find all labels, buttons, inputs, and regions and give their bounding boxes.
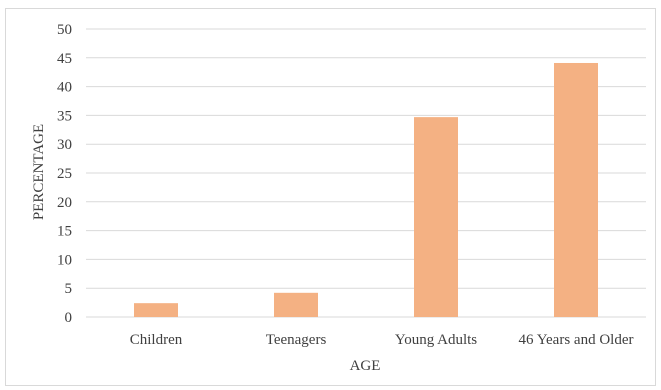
x-tick-label: Teenagers <box>266 332 327 348</box>
bar-teenagers <box>274 292 318 317</box>
y-tick-label: 5 <box>65 281 73 297</box>
y-tick-label: 45 <box>57 51 72 67</box>
y-tick-label: 0 <box>65 310 73 326</box>
y-tick-label: 10 <box>57 252 72 268</box>
y-tick-label: 30 <box>57 137 72 153</box>
x-tick-label: 46 Years and Older <box>519 332 634 348</box>
bar-46-years-and-older <box>554 62 598 317</box>
gridlines <box>86 28 646 318</box>
y-tick-label: 15 <box>57 224 72 240</box>
y-tick-label: 25 <box>57 166 72 182</box>
y-tick-label: 35 <box>57 108 72 124</box>
y-tick-labels: 0 5 10 15 20 25 30 35 40 45 50 <box>57 22 72 326</box>
x-tick-label: Children <box>130 332 183 348</box>
bar-young-adults <box>414 117 458 318</box>
x-axis-title: AGE <box>350 358 381 374</box>
y-tick-label: 40 <box>57 80 72 96</box>
y-axis-title: PERCENTAGE <box>31 124 47 220</box>
x-tick-labels: Children Teenagers Young Adults 46 Years an… <box>130 332 634 348</box>
y-tick-label: 50 <box>57 22 72 38</box>
bar-children <box>134 303 178 317</box>
x-tick-label: Young Adults <box>395 332 477 348</box>
y-tick-label: 20 <box>57 195 72 211</box>
chart-frame <box>5 8 656 386</box>
bars <box>134 62 598 318</box>
